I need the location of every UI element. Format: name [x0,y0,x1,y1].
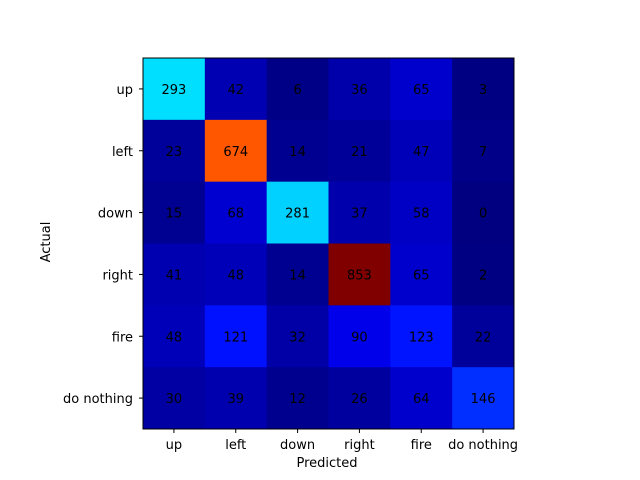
cell-value-label: 12 [289,392,306,407]
heatmap-cell [452,181,515,244]
cell-value-label: 22 [475,330,492,345]
x-tick-label: do nothing [448,438,518,453]
heatmap-cell [143,58,206,121]
cell-value-label: 41 [166,268,183,283]
x-tick-label: left [225,438,246,453]
cell-value-label: 6 [293,83,301,98]
cell-value-label: 90 [351,330,368,345]
heatmap-cell [204,181,268,244]
cell-value-label: 39 [227,392,244,407]
y-tick-label: do nothing [63,392,133,407]
cell-value-label: 30 [166,392,183,407]
cell-value-label: 48 [166,330,183,345]
heatmap-cell [143,181,206,244]
heatmap-cell [452,367,515,430]
heatmap-cell [452,243,515,306]
cell-value-label: 281 [285,207,310,222]
heatmap-cell [390,305,453,368]
cell-value-label: 36 [351,83,368,98]
heatmap-cell [143,119,206,183]
cell-value-label: 123 [409,330,434,345]
heatmap-cell-labels: 293 42 6 36 65 323 674 14 21 47 715 68 281 37 58 041 48 1… [162,83,496,407]
heatmap-cell [328,181,391,244]
cell-value-label: 15 [166,207,183,222]
heatmap-cell [266,367,329,430]
cell-value-label: 42 [227,83,244,98]
cell-value-label: 64 [413,392,430,407]
heatmap-cell [204,243,268,306]
x-axis-label: Predicted [296,456,357,471]
heatmap-cell [143,367,206,430]
cell-value-label: 37 [351,207,368,222]
cell-value-label: 65 [413,268,430,283]
cell-value-label: 47 [413,145,430,160]
heatmap-cell [328,58,391,121]
heatmap-cell [204,58,268,121]
heatmap-cell [266,58,329,121]
cell-value-label: 32 [289,330,306,345]
heatmap-cell [266,305,329,368]
y-tick-label: right [102,268,133,283]
y-tick-label: down [98,207,133,222]
cell-value-label: 146 [471,392,496,407]
cell-value-label: 0 [479,207,487,222]
cell-value-label: 58 [413,207,430,222]
y-tick-label: fire [112,330,133,345]
y-axis-label: Actual [39,222,54,263]
cell-value-label: 21 [351,145,368,160]
cell-value-label: 2 [479,268,487,283]
cell-value-label: 65 [413,83,430,98]
heatmap-cell [204,367,268,430]
x-tick-label: fire [411,438,432,453]
heatmap-cell [143,243,206,306]
x-axis-ticks: up left down right fire do nothing [166,429,518,453]
heatmap-cell [390,367,453,430]
cell-value-label: 121 [223,330,248,345]
x-tick-label: up [166,438,183,453]
heatmap-cell [143,305,206,368]
heatmap-cells [143,58,515,430]
y-axis-ticks: up left down right fire do nothing [63,83,143,407]
cell-value-label: 3 [479,83,487,98]
heatmap-cell [328,305,391,368]
x-tick-label: down [280,438,315,453]
y-tick-label: left [112,145,133,160]
y-tick-label: up [117,83,134,98]
cell-value-label: 48 [227,268,244,283]
cell-value-label: 14 [289,268,306,283]
plot-frame [142,57,515,430]
cell-value-label: 293 [162,83,187,98]
heatmap-cell [452,305,515,368]
heatmap-cell [390,58,453,121]
heatmap-cell [390,243,453,306]
cell-value-label: 853 [347,268,372,283]
cell-value-label: 23 [166,145,183,160]
heatmap-cell [328,119,391,183]
cell-value-label: 7 [479,145,487,160]
heatmap-cell [204,305,268,368]
heatmap-cell [390,119,453,183]
cell-value-label: 14 [289,145,306,160]
heatmap-cell [390,181,453,244]
heatmap-cell [266,243,329,306]
cell-value-label: 674 [223,145,248,160]
heatmap-cell [204,119,268,183]
heatmap-cell [328,367,391,430]
cell-value-label: 26 [351,392,368,407]
heatmap-cell [328,243,391,306]
heatmap-cell [266,181,329,244]
x-tick-label: right [344,438,375,453]
cell-value-label: 68 [227,207,244,222]
heatmap-cell [452,58,515,121]
heatmap-cell [452,119,515,183]
heatmap-cell [266,119,329,183]
